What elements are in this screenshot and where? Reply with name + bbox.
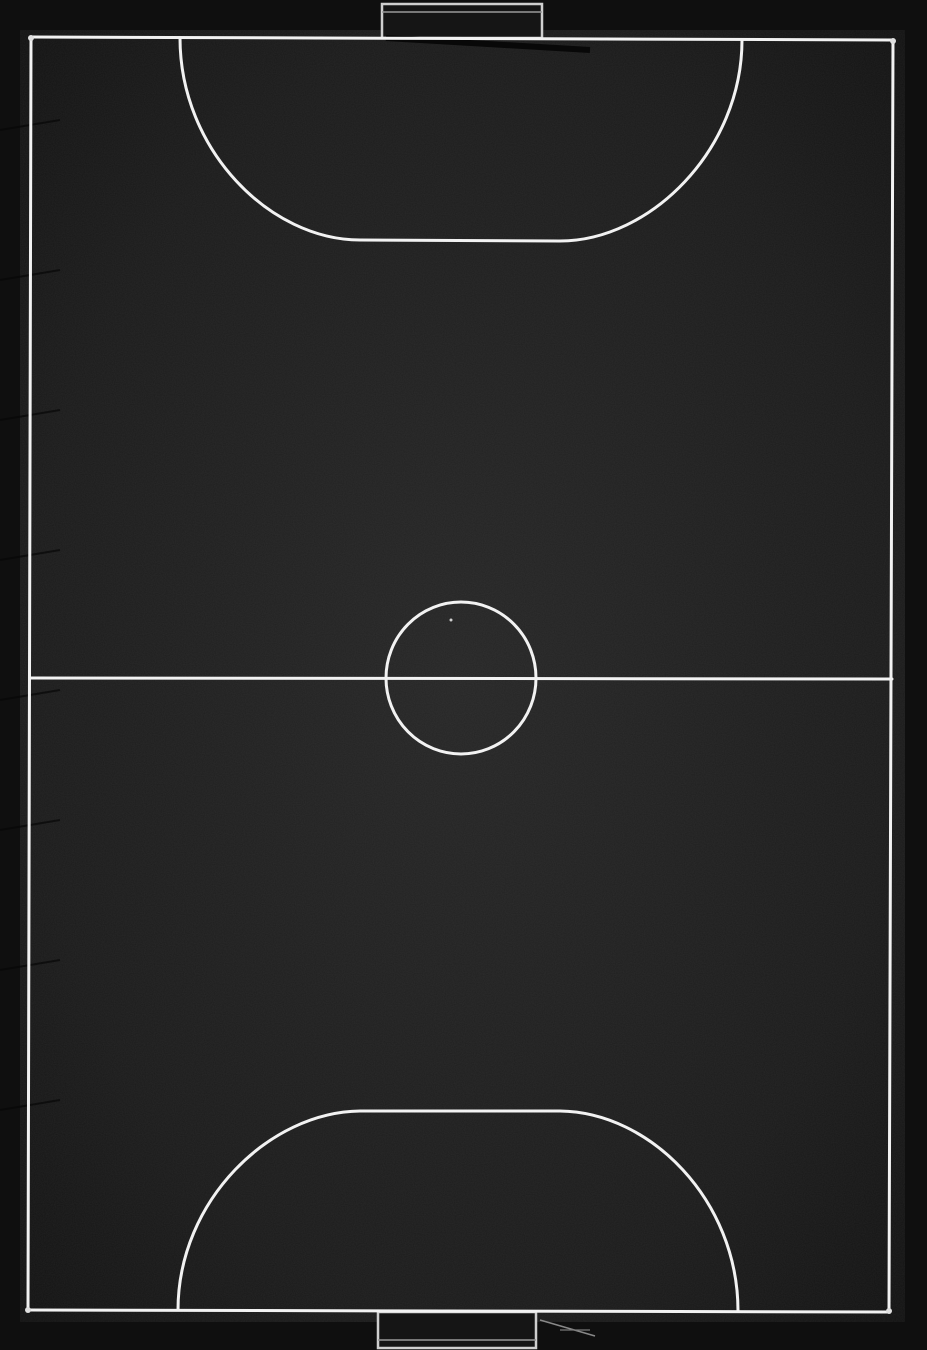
corner-markers [25,35,896,1314]
bottom-goal [376,1310,596,1350]
bottom-penalty-area [176,1109,740,1313]
top-penalty-area [178,36,744,243]
surface-grain [20,30,905,1322]
court-lines [26,35,895,1314]
center-spot [449,618,453,622]
top-goal-line [29,35,895,42]
left-touchline [26,35,33,1312]
center-circle [384,600,538,756]
halfway-line [29,676,894,681]
right-touchline [887,38,895,1312]
bottom-goal-line [26,1308,891,1314]
